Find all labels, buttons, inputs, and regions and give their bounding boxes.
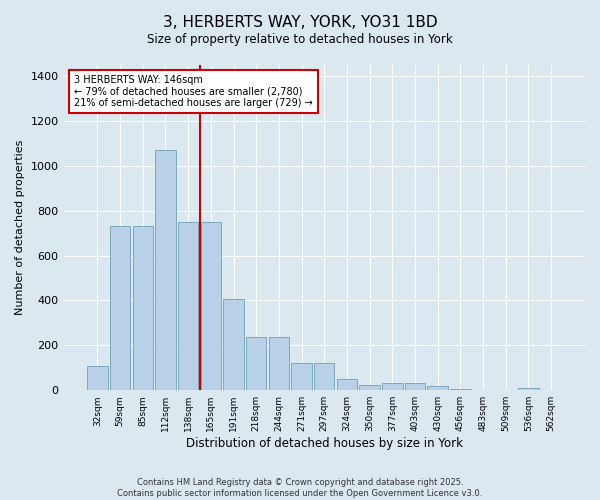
Text: 3, HERBERTS WAY, YORK, YO31 1BD: 3, HERBERTS WAY, YORK, YO31 1BD xyxy=(163,15,437,30)
Bar xyxy=(178,222,199,390)
Bar xyxy=(314,364,334,390)
Bar xyxy=(359,384,380,390)
Text: 3 HERBERTS WAY: 146sqm
← 79% of detached houses are smaller (2,780)
21% of semi-: 3 HERBERTS WAY: 146sqm ← 79% of detached… xyxy=(74,75,313,108)
Text: Contains HM Land Registry data © Crown copyright and database right 2025.
Contai: Contains HM Land Registry data © Crown c… xyxy=(118,478,482,498)
Bar xyxy=(200,222,221,390)
X-axis label: Distribution of detached houses by size in York: Distribution of detached houses by size … xyxy=(186,437,463,450)
Bar xyxy=(382,384,403,390)
Bar xyxy=(133,226,153,390)
Bar xyxy=(518,388,539,390)
Bar xyxy=(155,150,176,390)
Bar xyxy=(269,337,289,390)
Bar xyxy=(223,300,244,390)
Bar xyxy=(427,386,448,390)
Bar xyxy=(405,384,425,390)
Text: Size of property relative to detached houses in York: Size of property relative to detached ho… xyxy=(147,32,453,46)
Bar xyxy=(110,226,130,390)
Bar xyxy=(246,337,266,390)
Bar xyxy=(337,379,357,390)
Bar xyxy=(292,364,312,390)
Bar xyxy=(87,366,107,390)
Bar xyxy=(450,389,470,390)
Y-axis label: Number of detached properties: Number of detached properties xyxy=(15,140,25,316)
